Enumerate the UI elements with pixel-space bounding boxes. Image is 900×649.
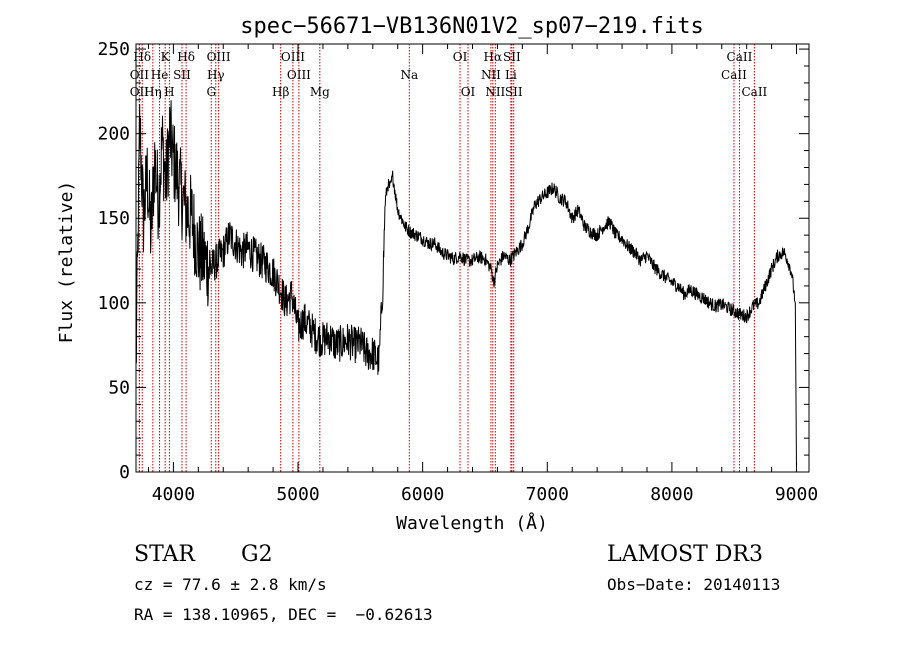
line-label: OI [461, 85, 476, 99]
line-label: OIII [207, 50, 231, 64]
x-tick-label: 9000 [775, 484, 818, 505]
line-label: H [164, 85, 174, 99]
y-axis-label: Flux (relative) [56, 181, 77, 344]
line-label: Li [505, 68, 517, 82]
y-axis-ticks: 0 50 100 150 200 250 [97, 39, 809, 483]
object-subclass: G2 [241, 542, 273, 567]
line-label: Hδ [133, 50, 151, 64]
y-tick-label: 0 [119, 462, 130, 483]
redshift-text: cz = 77.6 ± 2.8 km/s [134, 575, 327, 594]
line-label: K [161, 50, 171, 64]
x-tick-label: 6000 [401, 484, 444, 505]
line-label: CaII [721, 68, 747, 82]
line-label: He [151, 68, 169, 82]
line-label: CaII [741, 85, 767, 99]
spectrum-series-line [135, 100, 797, 473]
line-label: G [206, 85, 216, 99]
y-tick-label: 200 [97, 124, 130, 145]
y-tick-label: 250 [97, 39, 130, 60]
coordinates-text: RA = 138.10965, DEC = −0.62613 [134, 605, 433, 624]
x-tick-label: 8000 [650, 484, 693, 505]
line-label: Hα [484, 50, 503, 64]
line-label: SII [173, 68, 191, 82]
line-label: CaII [727, 50, 753, 64]
line-label: OI [453, 50, 468, 64]
line-label: Hβ [272, 85, 289, 99]
x-tick-label: 5000 [276, 484, 319, 505]
x-tick-label: 7000 [526, 484, 569, 505]
line-label: OIII [287, 68, 311, 82]
y-tick-label: 50 [108, 377, 130, 398]
survey-name: LAMOST DR3 [607, 542, 763, 567]
x-tick-label: 4000 [152, 484, 195, 505]
line-label: Hη [144, 85, 162, 99]
line-label: SII [505, 85, 523, 99]
line-label: Hγ [207, 68, 225, 82]
x-axis-label: Wavelength (Å) [396, 512, 548, 534]
line-label: OII [130, 85, 150, 99]
line-label: NII [481, 68, 501, 82]
chart-title: spec−56671−VB136N01V2_sp07−219.fits [240, 14, 704, 39]
line-label: Mg [310, 85, 330, 99]
line-label: Hδ [177, 50, 195, 64]
line-label: OII [130, 68, 150, 82]
line-label: NII [485, 85, 505, 99]
line-label: OIII [281, 50, 305, 64]
y-tick-label: 150 [97, 208, 130, 229]
obs-date-text: Obs−Date: 20140113 [607, 575, 780, 594]
x-axis-ticks: 4000 5000 6000 7000 8000 9000 [147, 44, 818, 505]
y-tick-label: 100 [97, 293, 130, 314]
line-label: Na [400, 68, 418, 82]
line-label: SII [503, 50, 521, 64]
object-type: STAR [134, 542, 196, 567]
